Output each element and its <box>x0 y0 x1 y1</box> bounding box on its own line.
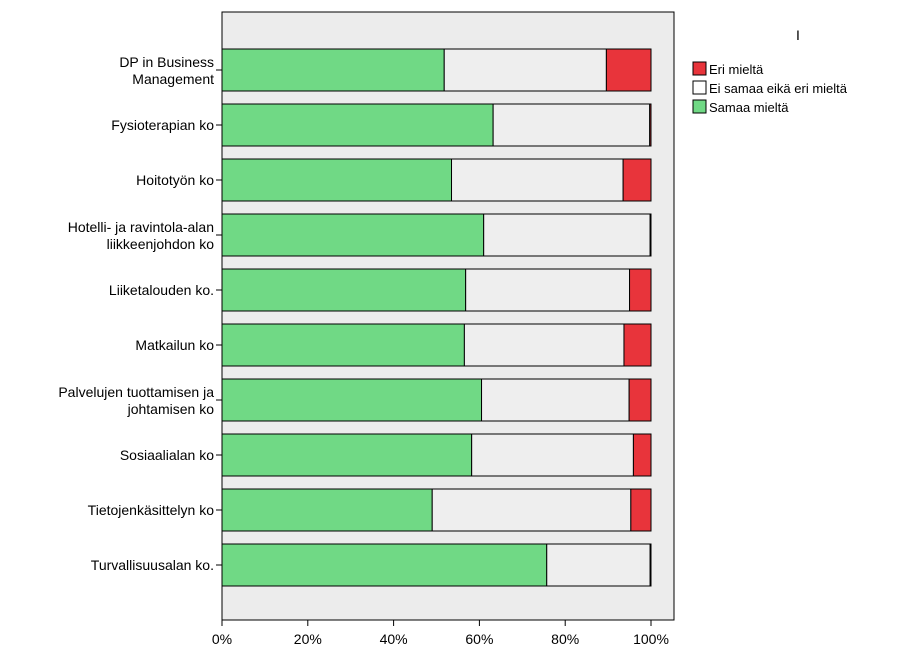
category-label-9: Turvallisuusalan ko. <box>91 557 214 573</box>
legend-swatch-1 <box>692 80 707 95</box>
x-tick-label-5: 100% <box>633 631 669 647</box>
x-axis: 0% 20% 40% 60% 80% 100% <box>212 620 669 647</box>
bar-samaa-6 <box>221 378 483 422</box>
category-label-6-line0: Palvelujen tuottamisen ja <box>58 384 214 400</box>
bar-samaa-8 <box>221 488 433 532</box>
bar-eri-5 <box>623 323 652 367</box>
legend-label-1: Ei samaa eikä eri mieltä <box>709 81 848 96</box>
x-tick-label-1: 20% <box>294 631 322 647</box>
bar-ei-samaa-6 <box>481 378 630 422</box>
x-tick-label-2: 40% <box>380 631 408 647</box>
bar-samaa-4 <box>221 268 467 312</box>
bar-ei-samaa-9 <box>546 543 651 587</box>
bar-eri-8 <box>630 488 652 532</box>
category-label-7: Sosiaalialan ko <box>120 447 214 463</box>
category-label-1: Fysioterapian ko <box>111 117 214 133</box>
bars-group <box>221 48 652 587</box>
bar-samaa-1 <box>221 103 494 147</box>
category-label-0-line1: Management <box>132 71 214 87</box>
bar-ei-samaa-5 <box>463 323 625 367</box>
category-label-3-line1: liikkeenjohdon ko <box>107 236 215 252</box>
category-label-6-line1: johtamisen ko <box>127 401 215 417</box>
bar-samaa-3 <box>221 213 485 257</box>
bar-ei-samaa-4 <box>465 268 631 312</box>
bar-eri-6 <box>628 378 652 422</box>
bar-samaa-9 <box>221 543 548 587</box>
bar-eri-2 <box>622 158 652 202</box>
bar-eri-1 <box>649 103 652 147</box>
bar-eri-9 <box>649 543 652 587</box>
bar-samaa-5 <box>221 323 465 367</box>
bar-eri-4 <box>629 268 652 312</box>
category-label-8: Tietojenkäsittelyn ko <box>88 502 215 518</box>
x-tick-label-4: 80% <box>551 631 579 647</box>
category-label-5: Matkailun ko <box>135 337 214 353</box>
bar-ei-samaa-8 <box>431 488 632 532</box>
marker-text: I <box>796 27 800 43</box>
x-tick-label-3: 60% <box>465 631 493 647</box>
category-label-4: Liiketalouden ko. <box>109 282 214 298</box>
bar-samaa-2 <box>221 158 453 202</box>
bar-ei-samaa-1 <box>492 103 651 147</box>
bar-samaa-7 <box>221 433 473 477</box>
bar-ei-samaa-3 <box>483 213 651 257</box>
bar-eri-0 <box>605 48 652 92</box>
bar-ei-samaa-0 <box>443 48 607 92</box>
legend-swatch-2 <box>692 99 707 114</box>
category-label-3-line0: Hotelli- ja ravintola-alan <box>68 219 214 235</box>
legend: Eri mieltä Ei samaa eikä eri mieltä Samaa … <box>692 61 848 115</box>
bar-ei-samaa-2 <box>451 158 624 202</box>
x-tick-label-0: 0% <box>212 631 232 647</box>
bar-eri-7 <box>632 433 652 477</box>
bar-ei-samaa-7 <box>471 433 634 477</box>
legend-swatch-0 <box>692 61 707 76</box>
legend-label-2: Samaa mieltä <box>709 100 789 115</box>
bar-eri-3 <box>649 213 652 257</box>
bar-samaa-0 <box>221 48 445 92</box>
category-label-2: Hoitotyön ko <box>136 172 214 188</box>
category-label-0-line0: DP in Business <box>119 54 214 70</box>
legend-label-0: Eri mieltä <box>709 62 764 77</box>
